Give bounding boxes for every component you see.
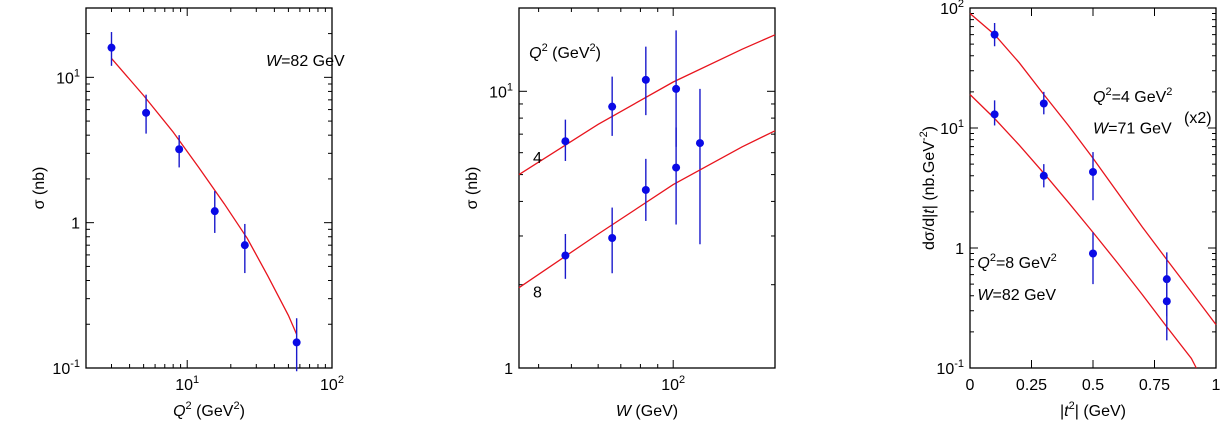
p3-x-axis-label: |t2| (GeV) [1060, 400, 1126, 420]
p3-annotation-3: Q2=8 GeV2 [977, 252, 1056, 272]
p3-data-point [990, 110, 999, 119]
p1-x-tick-label: 102 [320, 374, 344, 394]
p2-data-point [608, 102, 617, 111]
p3-data-point [1089, 167, 1097, 176]
p3-x-tick-label: 0.5 [1082, 377, 1104, 394]
p2-fit-curve-1 [518, 130, 776, 289]
p2-y-tick-label: 101 [489, 81, 513, 101]
p3-y-tick-label: 1 [955, 241, 964, 258]
p3-annotation-1: W=71 GeV [1093, 120, 1172, 137]
p3-y-axis-label: dσ/d|t| (nb.GeV-2) [918, 126, 938, 250]
p2-data-point [672, 163, 681, 172]
p2-data-point [561, 137, 570, 146]
p2-x-axis-label: W (GeV) [616, 403, 678, 420]
p2-data-point [608, 233, 617, 242]
panel-q2-dependence: 101 102 10-1 1 101 Q2 (GeV2) σ (nb) W=82 GeV [31, 7, 345, 420]
p2-data-point [641, 185, 650, 194]
panel-t-dependence: 0 0.25 0.5 0.75 1 10-1 1 101 102 |t2| (GeV) dσ/d|t… [918, 0, 1221, 420]
p1-data-point [240, 241, 249, 250]
p1-y-tick-label: 1 [71, 216, 80, 233]
p3-data-point [990, 30, 999, 39]
p3-y-tick-label: 101 [940, 118, 964, 138]
p1-data-point [292, 338, 301, 347]
p1-fit-curve-0 [111, 57, 298, 335]
p2-fit-curve-0 [518, 34, 776, 176]
p2-data-point [561, 251, 570, 260]
p1-y-axis-label: σ (nb) [31, 167, 48, 210]
p2-annotation-1: 4 [533, 150, 542, 167]
p1-annotation-0: W=82 GeV [266, 53, 345, 70]
p3-data-point [1039, 99, 1048, 108]
p3-annotation-4: W=82 GeV [977, 287, 1056, 304]
p3-x-tick-label: 1 [1212, 377, 1221, 394]
p1-y-tick-label: 101 [56, 67, 80, 87]
p2-annotation-2: 8 [533, 284, 542, 301]
p3-x-tick-label: 0 [966, 377, 975, 394]
p1-data-point [175, 145, 184, 154]
p3-y-tick-label: 10-1 [936, 358, 964, 378]
panel-w-dependence: 102 1 101 W (GeV) σ (nb) Q2 (GeV2) 4 8 [464, 7, 776, 420]
p2-annotation-0: Q2 (GeV2) [529, 42, 601, 62]
p3-y-tick-label: 102 [940, 0, 964, 18]
p3-data-point [1162, 297, 1171, 306]
p3-annotation-2: (x2) [1184, 110, 1212, 127]
p2-x-tick-label: 102 [661, 374, 685, 394]
p3-annotation-0: Q2=4 GeV2 [1093, 86, 1172, 106]
p1-x-axis-label: Q2 (GeV2) [173, 400, 245, 420]
p2-plot-frame [518, 7, 776, 369]
p3-data-point [1089, 249, 1097, 258]
p1-x-tick-label: 101 [175, 374, 199, 394]
p2-data-point [672, 84, 681, 93]
p3-x-tick-label: 0.75 [1139, 377, 1170, 394]
p2-data-point [641, 75, 650, 84]
p1-plot-frame [85, 7, 333, 369]
p2-y-axis-label: σ (nb) [464, 167, 481, 210]
p1-data-point [107, 43, 116, 52]
p1-y-tick-label: 10-1 [52, 358, 80, 378]
p2-y-tick-label: 1 [504, 361, 513, 378]
p3-x-tick-label: 0.25 [1016, 377, 1047, 394]
p1-data-point [210, 207, 219, 216]
p3-data-point [1039, 171, 1048, 180]
p2-data-point [695, 139, 704, 148]
p1-data-point [142, 108, 151, 117]
